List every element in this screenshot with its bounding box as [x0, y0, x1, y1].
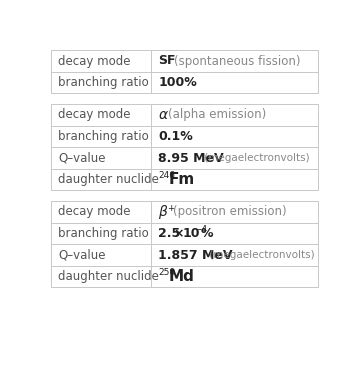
Text: 10: 10 — [182, 227, 200, 240]
Text: Md: Md — [169, 269, 195, 284]
Text: 0.1%: 0.1% — [159, 130, 193, 143]
Text: branching ratio: branching ratio — [58, 76, 149, 89]
Text: SF: SF — [159, 54, 176, 68]
Text: Q–value: Q–value — [58, 152, 106, 165]
Text: %: % — [201, 227, 214, 240]
Text: branching ratio: branching ratio — [58, 130, 149, 143]
Text: ×: × — [173, 227, 184, 240]
Text: (megaelectronvolts): (megaelectronvolts) — [201, 153, 309, 163]
Text: β: β — [159, 205, 167, 219]
Text: Q–value: Q–value — [58, 249, 106, 261]
Text: 2.5: 2.5 — [159, 227, 181, 240]
Text: −4: −4 — [194, 225, 207, 234]
Bar — [51, 104, 318, 190]
Text: decay mode: decay mode — [58, 54, 131, 68]
Text: α: α — [159, 108, 168, 122]
Text: 8.95 MeV: 8.95 MeV — [159, 152, 224, 165]
Text: Fm: Fm — [169, 172, 195, 187]
Text: branching ratio: branching ratio — [58, 227, 149, 240]
Text: decay mode: decay mode — [58, 206, 131, 218]
Text: daughter nuclide: daughter nuclide — [58, 173, 159, 186]
Text: (megaelectronvolts): (megaelectronvolts) — [206, 250, 315, 260]
Text: decay mode: decay mode — [58, 108, 131, 121]
Bar — [51, 50, 318, 93]
Text: 100%: 100% — [159, 76, 197, 89]
Text: 250: 250 — [159, 268, 176, 277]
Text: 246: 246 — [159, 171, 176, 180]
Text: 1.857 MeV: 1.857 MeV — [159, 249, 233, 261]
Text: (spontaneous fission): (spontaneous fission) — [174, 54, 300, 68]
Text: (positron emission): (positron emission) — [173, 206, 287, 218]
Bar — [51, 201, 318, 287]
Text: daughter nuclide: daughter nuclide — [58, 270, 159, 283]
Text: +: + — [167, 204, 174, 212]
Text: (alpha emission): (alpha emission) — [168, 108, 267, 121]
